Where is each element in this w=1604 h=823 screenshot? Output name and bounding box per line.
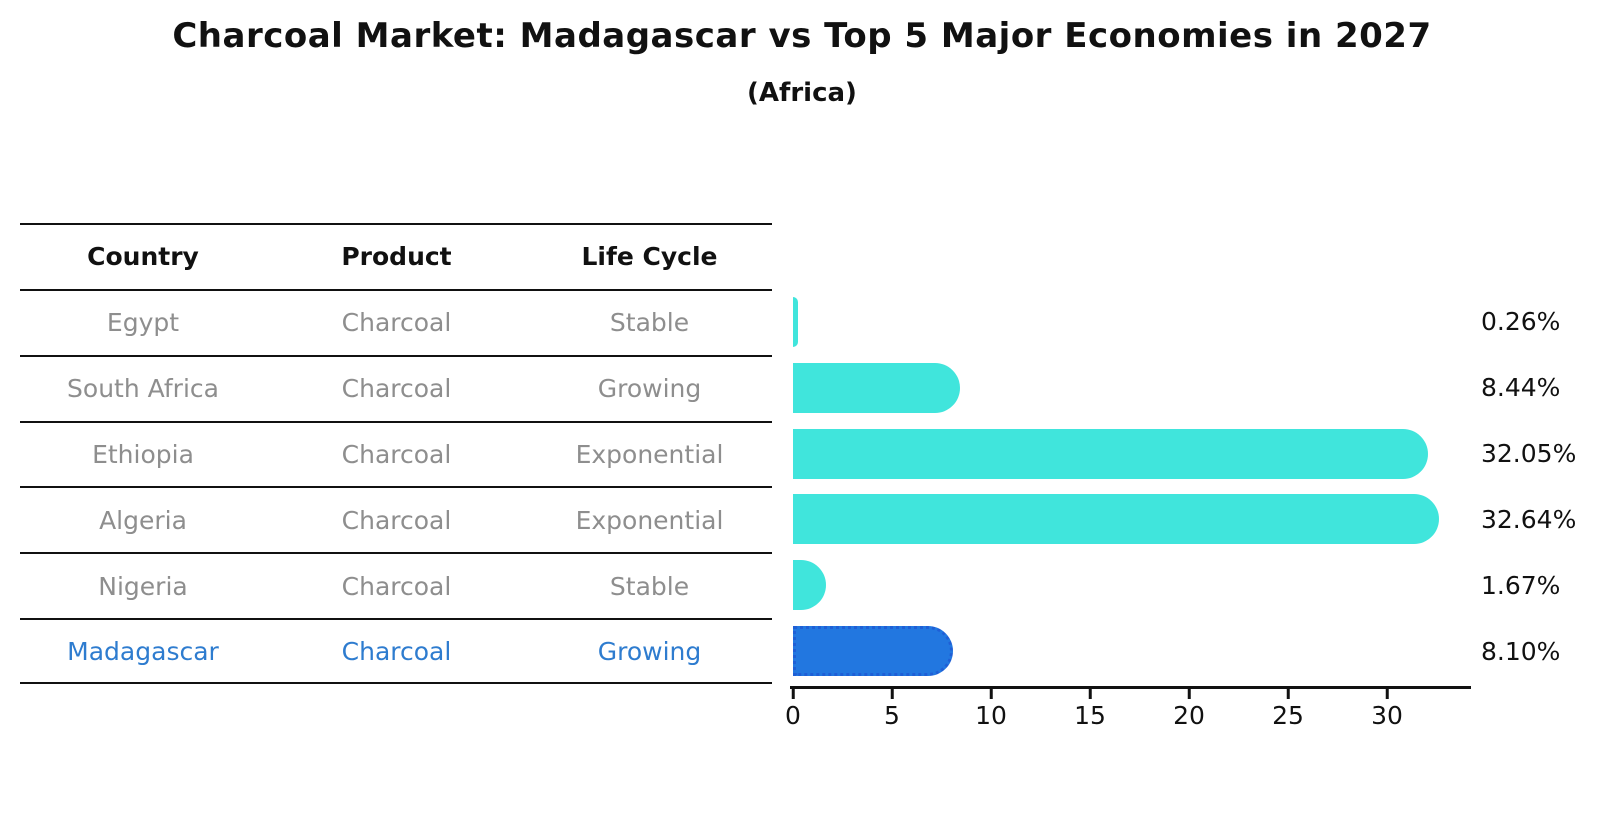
x-tick-label: 0 [785, 701, 801, 730]
table-header-row: Country Product Life Cycle [20, 223, 772, 289]
x-axis-tick-labels: 0 5 10 15 20 25 30 [785, 701, 1493, 735]
bar-ethiopia [793, 428, 1428, 479]
x-axis-ticks [791, 689, 1493, 701]
bar-plot-area [793, 289, 1493, 684]
bar-algeria [793, 494, 1440, 545]
column-header-product: Product [341, 242, 452, 272]
x-tick-mark [989, 689, 993, 699]
country-cell: Nigeria [98, 571, 188, 601]
bar-row [793, 421, 1493, 487]
product-cell: Charcoal [341, 505, 452, 535]
x-tick-mark [1088, 689, 1092, 699]
x-tick-label: 20 [1173, 701, 1205, 730]
life-cycle-cell: Exponential [575, 505, 724, 535]
bar-south-africa [793, 362, 961, 413]
product-cell: Charcoal [341, 636, 452, 666]
bar-egypt [793, 296, 799, 347]
table-row-ethiopia: Ethiopia Charcoal Exponential [20, 420, 772, 487]
x-tick-mark [890, 689, 894, 699]
x-tick-mark [1385, 689, 1389, 699]
x-tick-label: 10 [975, 701, 1007, 730]
life-cycle-cell: Growing [597, 374, 702, 404]
x-tick-label: 5 [884, 701, 900, 730]
x-tick-label: 15 [1074, 701, 1106, 730]
value-label-algeria: 32.64% [1481, 504, 1577, 534]
product-cell: Charcoal [341, 571, 452, 601]
table-row-nigeria: Nigeria Charcoal Stable [20, 552, 772, 618]
bar-row [793, 618, 1493, 684]
column-header-life-cycle: Life Cycle [581, 242, 718, 272]
table-row-egypt: Egypt Charcoal Stable [20, 288, 772, 355]
bar-row [793, 289, 1493, 355]
x-tick-label: 25 [1272, 701, 1304, 730]
table-row-algeria: Algeria Charcoal Exponential [20, 486, 772, 552]
table-row-madagascar: Madagascar Charcoal Growing [20, 618, 772, 685]
country-cell: Egypt [106, 308, 180, 338]
bar-row [793, 355, 1493, 421]
value-label-ethiopia: 32.05% [1481, 439, 1577, 469]
table-row-south-africa: South Africa Charcoal Growing [20, 354, 772, 421]
life-cycle-cell: Stable [609, 571, 690, 601]
chart-subtitle: (Africa) [747, 78, 857, 108]
value-labels: 0.26% 8.44% 32.05% 32.64% 1.67% 8.10% [1481, 289, 1601, 684]
bar-madagascar [793, 626, 954, 677]
x-tick-mark [1187, 689, 1191, 699]
data-table: Country Product Life Cycle Egypt Charcoa… [20, 223, 772, 685]
life-cycle-cell: Stable [609, 308, 690, 338]
x-tick-label: 30 [1371, 701, 1403, 730]
product-cell: Charcoal [341, 440, 452, 469]
life-cycle-cell: Growing [597, 636, 702, 666]
value-label-south-africa: 8.44% [1481, 373, 1561, 403]
chart-title: Charcoal Market: Madagascar vs Top 5 Maj… [172, 16, 1432, 56]
country-cell: South Africa [67, 374, 219, 404]
value-label-egypt: 0.26% [1481, 307, 1561, 337]
bar-nigeria [793, 560, 827, 611]
x-tick-mark [791, 689, 795, 699]
bar-row [793, 486, 1493, 552]
product-cell: Charcoal [341, 374, 452, 404]
country-cell: Ethiopia [92, 440, 194, 469]
value-label-madagascar: 8.10% [1481, 636, 1561, 666]
bar-row [793, 552, 1493, 618]
column-header-country: Country [87, 242, 199, 272]
country-cell: Algeria [99, 505, 187, 535]
life-cycle-cell: Exponential [575, 440, 724, 469]
country-cell: Madagascar [67, 636, 219, 666]
product-cell: Charcoal [341, 308, 452, 338]
value-label-nigeria: 1.67% [1481, 570, 1561, 600]
x-axis-line [790, 686, 1471, 689]
x-tick-mark [1286, 689, 1290, 699]
